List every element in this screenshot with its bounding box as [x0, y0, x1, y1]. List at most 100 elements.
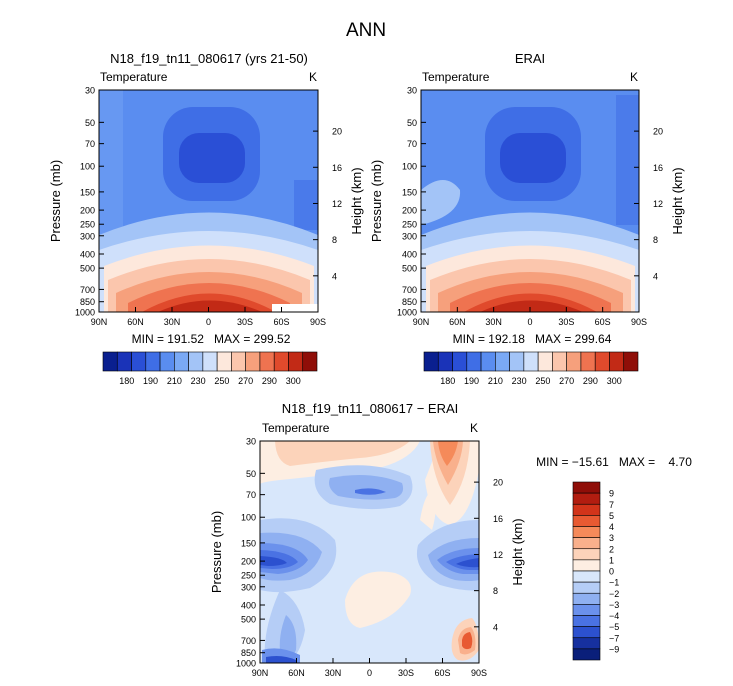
tick-label: 8 — [653, 235, 658, 245]
tick-label: 90N — [91, 317, 108, 327]
tick-label: 16 — [653, 163, 663, 173]
latitude-axis: 90N 60N 30N 0 30S 60S 90S — [413, 307, 647, 327]
panel-subtitle: Temperature — [262, 421, 330, 435]
colorbar-label: 0 — [609, 567, 614, 577]
tick-label: 400 — [80, 249, 95, 259]
tick-label: 700 — [241, 636, 256, 646]
tick-label: 60S — [595, 317, 611, 327]
colorbar-label: −1 — [609, 578, 619, 588]
tick-label: 400 — [402, 249, 417, 259]
tick-label: 90N — [413, 317, 430, 327]
colorbar-swatch — [572, 648, 601, 661]
colorbar-label: 4 — [609, 522, 614, 532]
tick-label: 50 — [407, 118, 417, 128]
pressure-axis-label: Pressure (mb) — [48, 160, 63, 242]
colorbar-swatch — [188, 351, 204, 372]
tick-label: 150 — [402, 187, 417, 197]
colorbar-label: 1 — [609, 555, 614, 565]
colorbar-label: 270 — [559, 376, 574, 386]
contour-fill — [260, 556, 287, 566]
tick-label: 30 — [246, 437, 256, 447]
contour-fill — [456, 558, 479, 568]
missing-data — [272, 304, 318, 312]
height-axis: 20 16 12 8 4 — [634, 127, 663, 281]
colorbar-swatch — [145, 351, 161, 372]
tick-label: 60S — [434, 668, 450, 678]
tick-label: 100 — [80, 162, 95, 172]
colorbar-label: 250 — [214, 376, 229, 386]
tick-label: 700 — [80, 285, 95, 295]
colorbar-swatch — [437, 351, 453, 372]
colorbar-swatch — [572, 559, 601, 572]
tick-label: 1000 — [236, 659, 256, 669]
panel-subtitle: Temperature — [100, 70, 168, 84]
contour-fill — [421, 180, 461, 225]
temperature-colorbar: 180 190 210 230 250 270 290 300 — [102, 351, 318, 386]
contour-field — [99, 90, 318, 312]
tick-label: 1000 — [75, 308, 95, 318]
tick-label: 500 — [402, 264, 417, 274]
colorbar-label: 290 — [262, 376, 277, 386]
colorbar-swatch — [495, 351, 510, 372]
height-axis-label: Height (km) — [510, 518, 525, 585]
tick-label: 300 — [80, 231, 95, 241]
tick-label: 500 — [241, 615, 256, 625]
latitude-axis: 90N 60N 30N 0 30S 60S 90S — [252, 658, 487, 678]
colorbar-swatch — [302, 351, 318, 372]
tick-label: 30S — [398, 668, 414, 678]
colorbar-swatch — [131, 351, 147, 372]
pressure-axis-label: Pressure (mb) — [209, 511, 224, 593]
tick-label: 90N — [252, 668, 269, 678]
colorbar-label: 230 — [191, 376, 206, 386]
tick-label: 70 — [407, 139, 417, 149]
tick-label: 20 — [493, 478, 503, 488]
colorbar-label: 210 — [167, 376, 182, 386]
colorbar-label: 250 — [535, 376, 550, 386]
height-axis-label: Height (km) — [349, 167, 364, 234]
colorbar-label: 210 — [488, 376, 503, 386]
tick-label: 60N — [127, 317, 144, 327]
colorbar-swatch — [159, 351, 175, 372]
contour-fill — [275, 441, 410, 466]
colorbar-swatch — [509, 351, 525, 372]
colorbar-swatch — [572, 526, 601, 538]
tick-label: 60S — [273, 317, 289, 327]
min-max-stats: MIN = −15.61 MAX = 4.70 — [536, 455, 692, 469]
tick-label: 20 — [332, 127, 342, 137]
contour-fill — [480, 300, 583, 312]
colorbar-swatch — [523, 351, 539, 372]
colorbar-label: −9 — [609, 644, 619, 654]
tick-label: 8 — [493, 586, 498, 596]
erai-temperature-panel: ERAI Temperature K 305070100150200250300… — [369, 51, 685, 386]
colorbar-swatch — [572, 515, 601, 527]
colorbar-swatch — [572, 615, 601, 627]
colorbar-label: 300 — [286, 376, 301, 386]
contour-fill — [500, 133, 566, 183]
tick-label: 850 — [80, 297, 95, 307]
colorbar-label: 9 — [609, 489, 614, 499]
contour-fill — [294, 180, 318, 230]
colorbar-swatch — [572, 604, 601, 616]
colorbar-swatch — [259, 351, 275, 372]
colorbar-label: −5 — [609, 622, 619, 632]
colorbar-swatch — [572, 626, 601, 639]
contour-fill — [345, 571, 411, 628]
tick-label: 0 — [367, 668, 372, 678]
tick-label: 60N — [288, 668, 305, 678]
difference-panel: N18_f19_tn11_080617 − ERAI Temperature K — [209, 401, 692, 678]
tick-label: 20 — [653, 127, 663, 137]
colorbar-label: 190 — [143, 376, 158, 386]
tick-label: 30 — [407, 86, 417, 96]
min-max-stats: MIN = 192.18 MAX = 299.64 — [453, 332, 612, 346]
tick-label: 200 — [80, 206, 95, 216]
tick-label: 16 — [332, 163, 342, 173]
tick-label: 12 — [332, 199, 342, 209]
tick-label: 200 — [402, 206, 417, 216]
colorbar-swatch — [116, 351, 132, 372]
colorbar-swatch — [566, 351, 582, 372]
tick-label: 30S — [558, 317, 574, 327]
colorbar-label: −2 — [609, 589, 619, 599]
colorbar-label: 300 — [607, 376, 622, 386]
